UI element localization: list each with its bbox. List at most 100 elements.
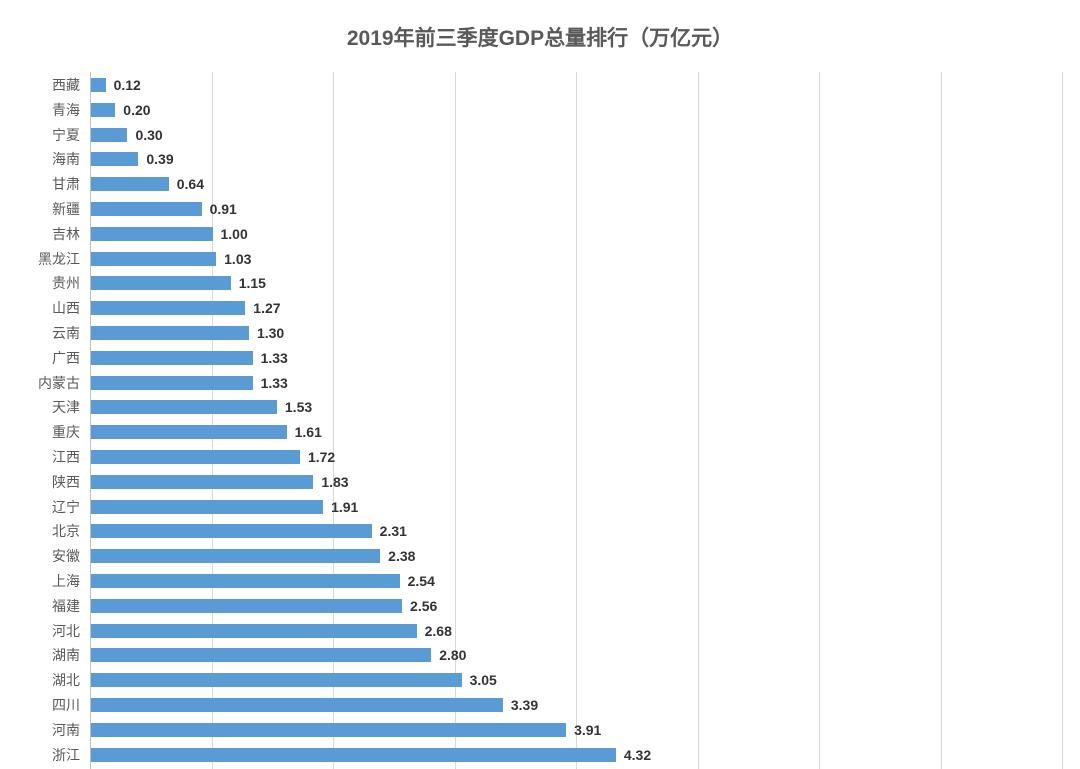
value-label: 1.83 bbox=[321, 474, 348, 490]
value-label: 0.12 bbox=[114, 77, 141, 93]
value-label: 3.91 bbox=[574, 722, 601, 738]
category-label: 广西 bbox=[52, 348, 80, 368]
bar-row: 福建2.56 bbox=[90, 599, 1062, 613]
category-label: 辽宁 bbox=[52, 497, 80, 517]
value-label: 2.68 bbox=[425, 623, 452, 639]
value-label: 1.72 bbox=[308, 449, 335, 465]
bar bbox=[91, 400, 277, 414]
value-label: 0.64 bbox=[177, 176, 204, 192]
bar bbox=[91, 351, 253, 365]
category-label: 吉林 bbox=[52, 224, 80, 244]
category-label: 重庆 bbox=[52, 422, 80, 442]
category-label: 浙江 bbox=[52, 745, 80, 765]
bar-row: 山西1.27 bbox=[90, 301, 1062, 315]
category-label: 湖南 bbox=[52, 645, 80, 665]
category-label: 河南 bbox=[52, 720, 80, 740]
bar bbox=[91, 103, 115, 117]
bar-row: 甘肃0.64 bbox=[90, 177, 1062, 191]
value-label: 1.03 bbox=[224, 251, 251, 267]
bar bbox=[91, 128, 127, 142]
value-label: 0.39 bbox=[146, 151, 173, 167]
category-label: 河北 bbox=[52, 621, 80, 641]
value-label: 1.53 bbox=[285, 399, 312, 415]
bar bbox=[91, 276, 231, 290]
bar bbox=[91, 376, 253, 390]
bar bbox=[91, 723, 566, 737]
bar-row: 重庆1.61 bbox=[90, 425, 1062, 439]
bar bbox=[91, 177, 169, 191]
category-label: 四川 bbox=[52, 695, 80, 715]
value-label: 1.33 bbox=[261, 375, 288, 391]
bar-row: 湖南2.80 bbox=[90, 648, 1062, 662]
category-label: 甘肃 bbox=[52, 174, 80, 194]
category-label: 山西 bbox=[52, 298, 80, 318]
chart-title: 2019年前三季度GDP总量排行（万亿元） bbox=[0, 22, 1080, 52]
bar-row: 浙江4.32 bbox=[90, 748, 1062, 762]
bar bbox=[91, 202, 202, 216]
bar-row: 西藏0.12 bbox=[90, 78, 1062, 92]
bar-row: 辽宁1.91 bbox=[90, 500, 1062, 514]
bar-row: 北京2.31 bbox=[90, 524, 1062, 538]
bar-row: 黑龙江1.03 bbox=[90, 252, 1062, 266]
bar-row: 河南3.91 bbox=[90, 723, 1062, 737]
bar-row: 云南1.30 bbox=[90, 326, 1062, 340]
bar bbox=[91, 624, 417, 638]
category-label: 陕西 bbox=[52, 472, 80, 492]
bar bbox=[91, 425, 287, 439]
bar bbox=[91, 673, 462, 687]
value-label: 4.32 bbox=[624, 747, 651, 763]
value-label: 2.54 bbox=[408, 573, 435, 589]
value-label: 0.20 bbox=[123, 102, 150, 118]
bar bbox=[91, 152, 138, 166]
bar-row: 上海2.54 bbox=[90, 574, 1062, 588]
category-label: 云南 bbox=[52, 323, 80, 343]
category-label: 黑龙江 bbox=[38, 249, 80, 269]
value-label: 1.27 bbox=[253, 300, 280, 316]
category-label: 北京 bbox=[52, 521, 80, 541]
bar-row: 陕西1.83 bbox=[90, 475, 1062, 489]
bar-row: 四川3.39 bbox=[90, 698, 1062, 712]
bar-row: 青海0.20 bbox=[90, 103, 1062, 117]
value-label: 3.39 bbox=[511, 697, 538, 713]
category-label: 江西 bbox=[52, 447, 80, 467]
bar bbox=[91, 252, 216, 266]
plot-area: 西藏0.12青海0.20宁夏0.30海南0.39甘肃0.64新疆0.91吉林1.… bbox=[90, 72, 1062, 769]
value-label: 2.38 bbox=[388, 548, 415, 564]
category-label: 天津 bbox=[52, 397, 80, 417]
bar bbox=[91, 524, 372, 538]
category-label: 西藏 bbox=[52, 75, 80, 95]
bar bbox=[91, 748, 616, 762]
bar bbox=[91, 599, 402, 613]
value-label: 3.05 bbox=[470, 672, 497, 688]
bar bbox=[91, 301, 245, 315]
bar bbox=[91, 549, 380, 563]
bar bbox=[91, 574, 400, 588]
value-label: 1.33 bbox=[261, 350, 288, 366]
value-label: 2.80 bbox=[439, 647, 466, 663]
value-label: 1.30 bbox=[257, 325, 284, 341]
bar-row: 贵州1.15 bbox=[90, 276, 1062, 290]
bar bbox=[91, 450, 300, 464]
bar-row: 广西1.33 bbox=[90, 351, 1062, 365]
value-label: 0.91 bbox=[210, 201, 237, 217]
category-label: 新疆 bbox=[52, 199, 80, 219]
bars-container: 西藏0.12青海0.20宁夏0.30海南0.39甘肃0.64新疆0.91吉林1.… bbox=[90, 72, 1062, 769]
bar-row: 内蒙古1.33 bbox=[90, 376, 1062, 390]
bar bbox=[91, 227, 213, 241]
bar-row: 河北2.68 bbox=[90, 624, 1062, 638]
value-label: 1.91 bbox=[331, 499, 358, 515]
category-label: 海南 bbox=[52, 149, 80, 169]
bar bbox=[91, 500, 323, 514]
bar bbox=[91, 648, 431, 662]
value-label: 1.00 bbox=[221, 226, 248, 242]
category-label: 湖北 bbox=[52, 670, 80, 690]
category-label: 青海 bbox=[52, 100, 80, 120]
gridline bbox=[1062, 72, 1063, 769]
category-label: 福建 bbox=[52, 596, 80, 616]
category-label: 上海 bbox=[52, 571, 80, 591]
bar-row: 江西1.72 bbox=[90, 450, 1062, 464]
value-label: 2.56 bbox=[410, 598, 437, 614]
bar bbox=[91, 698, 503, 712]
bar bbox=[91, 475, 313, 489]
category-label: 内蒙古 bbox=[38, 373, 80, 393]
